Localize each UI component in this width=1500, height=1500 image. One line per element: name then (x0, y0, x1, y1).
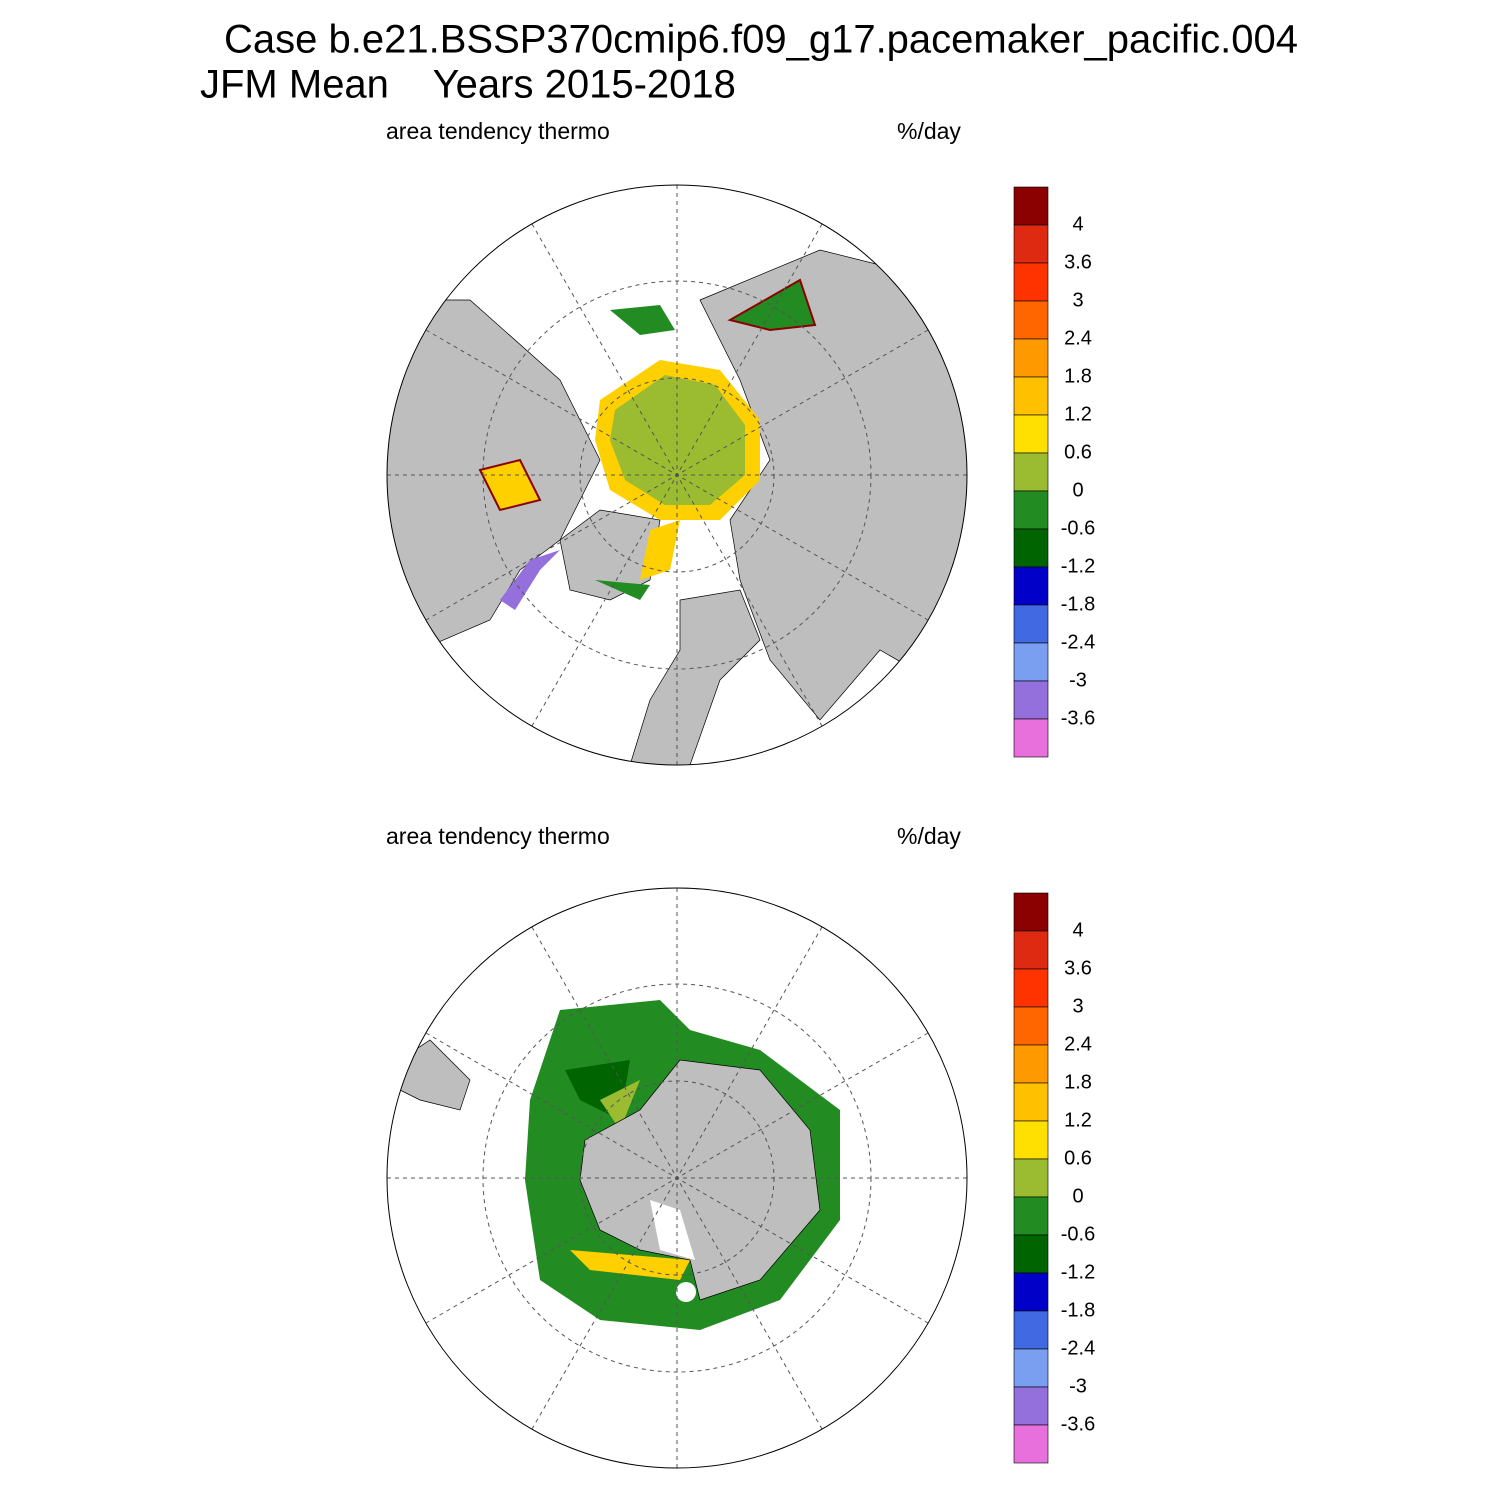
colorbar-box (1013, 1386, 1049, 1426)
colorbar-label: 3.6 (1064, 957, 1092, 979)
colorbar-label: -0.6 (1061, 1223, 1095, 1245)
colorbar-label: 1.8 (1064, 1071, 1092, 1093)
colorbar-label: -1.8 (1061, 593, 1095, 615)
colorbar-box (1013, 718, 1049, 758)
colorbar-label: -2.4 (1061, 631, 1095, 653)
colorbar-box (1013, 604, 1049, 644)
panel-left-label: area tendency thermo (386, 118, 610, 144)
colorbar-box (1013, 224, 1049, 264)
panel-right-label: %/day (897, 118, 961, 144)
colorbar-box (1013, 528, 1049, 568)
colorbar-box (1013, 414, 1049, 454)
colorbar-label: 4 (1072, 919, 1083, 941)
colorbar-box (1013, 1310, 1049, 1350)
colorbar-label: 0.6 (1064, 441, 1092, 463)
colorbar-label: 1.2 (1064, 1109, 1092, 1131)
colorbar-label: 0 (1072, 1185, 1083, 1207)
colorbar-label: -1.8 (1061, 1299, 1095, 1321)
colorbar-box (1013, 892, 1049, 932)
colorbar-label: 0 (1072, 479, 1083, 501)
colorbar-box (1013, 566, 1049, 606)
panel-right-label: %/day (897, 823, 961, 849)
colorbar-label: 1.8 (1064, 365, 1092, 387)
colorbar-box (1013, 262, 1049, 302)
colorbar-box (1013, 1234, 1049, 1274)
colorbar-label: -0.6 (1061, 517, 1095, 539)
colorbar-box (1013, 452, 1049, 492)
colorbar-label: 1.2 (1064, 403, 1092, 425)
colorbar-label: -3 (1069, 1375, 1087, 1397)
colorbar-box (1013, 1044, 1049, 1084)
colorbar-box (1013, 490, 1049, 530)
colorbar-box (1013, 1006, 1049, 1046)
antarctic-map (386, 887, 968, 1469)
colorbar-box (1013, 642, 1049, 682)
colorbar-box (1013, 300, 1049, 340)
colorbar-label: 3.6 (1064, 251, 1092, 273)
colorbar-box (1013, 680, 1049, 720)
colorbar-label: -3 (1069, 669, 1087, 691)
colorbar-box (1013, 1272, 1049, 1312)
title-line1: Case b.e21.BSSP370cmip6.f09_g17.pacemake… (224, 18, 1298, 62)
colorbar-label: -3.6 (1061, 1413, 1095, 1435)
colorbar-label: 4 (1072, 213, 1083, 235)
colorbar-label: 2.4 (1064, 1033, 1092, 1055)
colorbar-box (1013, 1158, 1049, 1198)
colorbar-label: -3.6 (1061, 707, 1095, 729)
colorbar-label: -2.4 (1061, 1337, 1095, 1359)
colorbar-box (1013, 338, 1049, 378)
colorbar-label: -1.2 (1061, 1261, 1095, 1283)
arctic-map (386, 184, 968, 766)
colorbar-box (1013, 930, 1049, 970)
colorbar-label: 3 (1072, 289, 1083, 311)
title-line2: JFM Mean Years 2015-2018 (200, 63, 736, 107)
colorbar-box (1013, 968, 1049, 1008)
colorbar-label: 3 (1072, 995, 1083, 1017)
colorbar-box (1013, 1348, 1049, 1388)
colorbar-box (1013, 1120, 1049, 1160)
colorbar-box (1013, 376, 1049, 416)
colorbar-box (1013, 1424, 1049, 1464)
colorbar-label: 2.4 (1064, 327, 1092, 349)
panel-left-label: area tendency thermo (386, 823, 610, 849)
colorbar-label: 0.6 (1064, 1147, 1092, 1169)
colorbar-box (1013, 186, 1049, 226)
colorbar-box (1013, 1196, 1049, 1236)
colorbar-box (1013, 1082, 1049, 1122)
colorbar-label: -1.2 (1061, 555, 1095, 577)
